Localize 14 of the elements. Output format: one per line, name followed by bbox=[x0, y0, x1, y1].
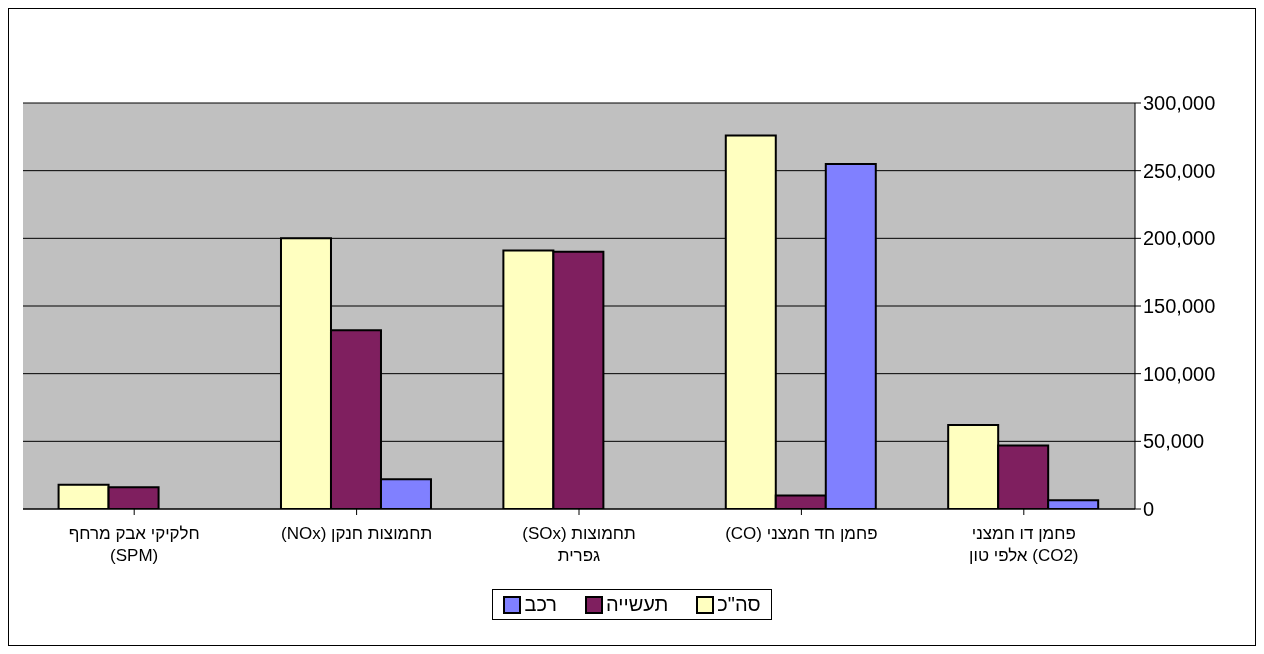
legend-label: רכב bbox=[524, 593, 558, 616]
x-tick-label: תחמוצות חנקן (NOx) bbox=[281, 524, 433, 543]
legend-label: סה"כ bbox=[717, 593, 761, 616]
y-tick-label: 100,000 bbox=[1143, 362, 1216, 385]
x-tick-label: תחמוצות (SOx) גפרית bbox=[522, 524, 636, 565]
x-tick-label: פחמן חד חמצני (CO) bbox=[725, 524, 878, 543]
legend-label: תעשייה bbox=[606, 593, 669, 616]
y-tick-label: 50,000 bbox=[1143, 430, 1205, 453]
y-tick-label: 200,000 bbox=[1143, 227, 1216, 250]
y-tick-label: 250,000 bbox=[1143, 159, 1216, 182]
y-tick-label: 150,000 bbox=[1143, 295, 1216, 318]
y-tick-label: 300,000 bbox=[1143, 92, 1216, 115]
y-tick-label: 0 bbox=[1143, 498, 1155, 521]
x-tick-label: פחמן דו חמצני (CO2) אלפי טון bbox=[969, 524, 1079, 565]
